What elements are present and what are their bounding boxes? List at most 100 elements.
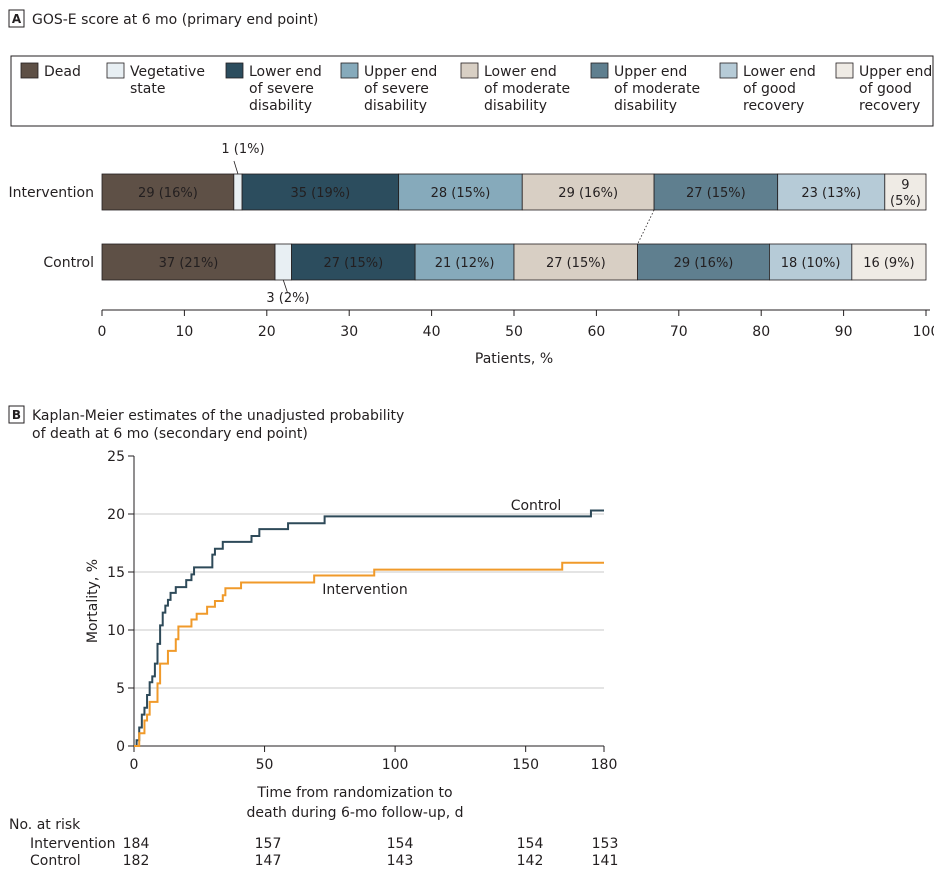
y-tick-label: 5 [116, 681, 125, 697]
x-tick-label: 50 [505, 324, 523, 340]
x-axis-label: death during 6-mo follow-up, d [246, 805, 463, 821]
legend-label: of severe [249, 81, 314, 97]
x-tick-label: 80 [752, 324, 770, 340]
km-line-control [134, 509, 604, 747]
panel-a-letter: A [12, 12, 22, 26]
risk-value: 154 [387, 836, 414, 852]
data-label: 27 (15%) [323, 256, 383, 271]
bar-control-lower-end-of-severe-disability [291, 243, 416, 281]
panel-b-heading: B Kaplan-Meier estimates of the unadjust… [8, 405, 404, 442]
panel-b-letter: B [12, 408, 21, 422]
data-label: 1 (1%) [221, 142, 264, 157]
panel-b-title-line2: of death at 6 mo (secondary end point) [32, 426, 308, 442]
x-tick-label: 100 [382, 757, 409, 773]
bar-intervention-lower-end-of-good-recovery [777, 173, 886, 211]
data-label: 28 (15%) [431, 186, 491, 201]
legend-item-dead: Dead [20, 62, 81, 80]
risk-value: 142 [517, 853, 544, 869]
x-tick-label: 150 [512, 757, 539, 773]
legend-label: disability [484, 98, 547, 114]
legend-label: Lower end [484, 64, 557, 80]
data-label: 23 (13%) [801, 186, 861, 201]
panel-a-letter-box [8, 9, 25, 28]
bar-intervention-vegetative-state [233, 173, 243, 211]
risk-row-control: Control 182 147 143 142 141 [30, 853, 618, 869]
legend-label: disability [364, 98, 427, 114]
y-tick-label: 25 [107, 449, 125, 465]
data-label: 18 (10%) [781, 256, 841, 271]
risk-group-label: Intervention [30, 836, 115, 852]
x-axis-label: Time from randomization to [256, 785, 452, 801]
risk-value: 153 [592, 836, 619, 852]
x-tick-label: 30 [340, 324, 358, 340]
callout-line [282, 279, 288, 293]
risk-value: 147 [255, 853, 282, 869]
risk-value: 143 [387, 853, 414, 869]
x-tick-label: 0 [98, 324, 107, 340]
bar-intervention-lower-end-of-moderate-disability [521, 173, 655, 211]
x-tick-label: 90 [835, 324, 853, 340]
stacked-bar-chart: Intervention 29 (16%) 35 (19%) 28 (15%) 29 (… [9, 142, 934, 367]
legend-label: Vegetative [130, 64, 205, 80]
risk-value: 141 [592, 853, 619, 869]
x-tick-label: 0 [130, 757, 139, 773]
risk-header: No. at risk [9, 817, 81, 833]
x-tick-label: 180 [591, 757, 618, 773]
data-label: 29 (16%) [558, 186, 618, 201]
x-tick-label: 50 [256, 757, 274, 773]
y-tick-label: 10 [107, 623, 125, 639]
legend-label: Lower end [249, 64, 322, 80]
legend-label: of good [743, 81, 796, 97]
legend-label: recovery [743, 98, 804, 114]
x-tick-label: 10 [175, 324, 193, 340]
legend-label: Dead [44, 64, 81, 80]
panel-b-letter-box [8, 405, 25, 424]
panel-a-title: GOS-E score at 6 mo (primary end point) [32, 12, 318, 28]
category-label-intervention: Intervention [9, 185, 94, 201]
bar-control-lower-end-of-moderate-disability [513, 243, 638, 281]
data-label: 29 (16%) [674, 256, 734, 271]
x-tick-label: 70 [670, 324, 688, 340]
bar-control-upper-end-of-severe-disability [414, 243, 515, 281]
bar-intervention-dead [101, 173, 235, 211]
x-tick-label: 100 [913, 324, 934, 340]
x-tick-label: 40 [423, 324, 441, 340]
data-label: 37 (21%) [159, 256, 219, 271]
panel-a-heading: A GOS-E score at 6 mo (primary end point… [8, 9, 318, 28]
x-tick-label: 60 [587, 324, 605, 340]
panel-b-title-line1: Kaplan-Meier estimates of the unadjusted… [32, 408, 404, 424]
callout-line [233, 160, 239, 175]
data-label: (5%) [890, 194, 921, 209]
legend-swatch [590, 62, 609, 79]
bar-intervention-upper-end-of-moderate-disability [653, 173, 779, 211]
legend-label: disability [249, 98, 312, 114]
data-label: 27 (15%) [686, 186, 746, 201]
bar-control-upper-end-of-moderate-disability [637, 243, 770, 281]
bar-control-vegetative-state [274, 243, 292, 281]
data-label: 3 (2%) [266, 291, 309, 306]
x-tick-label: 20 [258, 324, 276, 340]
legend-swatch [20, 62, 39, 79]
x-axis-label: Patients, % [475, 351, 553, 367]
y-tick-label: 0 [116, 739, 125, 755]
legend-label: of moderate [484, 81, 570, 97]
legend-label: state [130, 81, 165, 97]
legend-swatch [225, 62, 244, 79]
legend-label: Upper end [364, 64, 437, 80]
data-label: 21 (12%) [435, 256, 495, 271]
legend-label: of severe [364, 81, 429, 97]
kaplan-meier-chart: 0 5 10 15 20 25 0 50 100 150 180 Mortality, % Time f… [85, 449, 617, 821]
data-label: 35 (19%) [291, 186, 351, 201]
bar-intervention-upper-end-of-severe-disability [398, 173, 523, 211]
legend-label: Lower end [743, 64, 816, 80]
category-label-control: Control [43, 255, 94, 271]
